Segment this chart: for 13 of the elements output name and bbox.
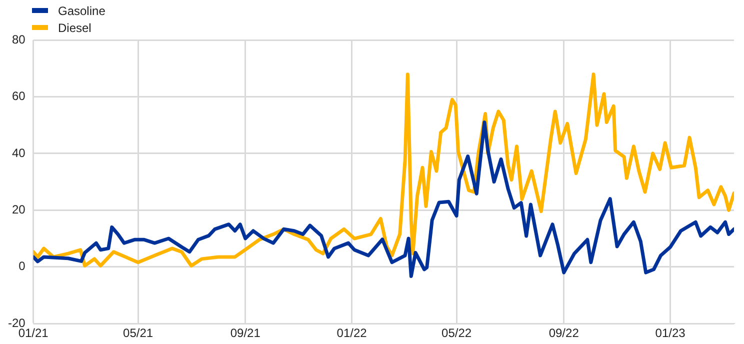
y-tick-label: 60 [12, 89, 26, 104]
x-tick-label: 05/21 [123, 326, 154, 340]
x-tick-label: 05/22 [442, 326, 472, 340]
x-tick-label: 09/21 [230, 326, 261, 340]
y-tick-label: 40 [12, 146, 26, 160]
legend-label: Gasoline [58, 4, 106, 18]
x-tick-label: 09/22 [548, 326, 580, 340]
y-tick-label: 80 [12, 32, 26, 46]
legend-label: Diesel [58, 20, 92, 34]
x-tick-label: 01/22 [336, 326, 368, 340]
x-tick-label: 01/23 [655, 326, 686, 340]
y-tick-label: 20 [12, 202, 26, 216]
y-tick-label: 0 [18, 259, 26, 274]
